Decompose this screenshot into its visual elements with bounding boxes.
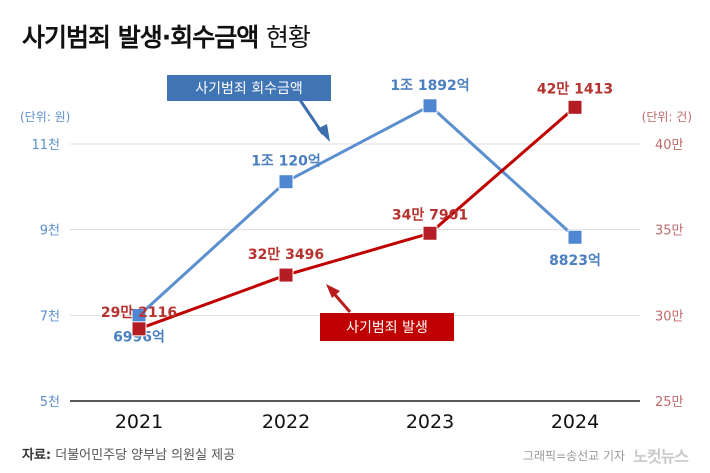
- grid-lines: [70, 143, 640, 316]
- left-axis-unit: (단위: 원): [20, 110, 70, 124]
- credit-area: 그래픽=송선교 기자 노컷뉴스: [522, 443, 689, 467]
- data-point-marker: [278, 267, 294, 283]
- left-tick-label: 7천: [40, 309, 60, 324]
- legend-callout-occurrence-arrow: [326, 284, 340, 298]
- source-note: 자료: 더불어민주당 양부남 의원실 제공: [22, 444, 235, 463]
- nocut-news-logo: 노컷뉴스: [633, 447, 689, 466]
- x-axis-ticks: 2021 2022 2023 2024: [115, 411, 599, 433]
- legend-callout-recovery-label: 사기범죄 회수금액: [195, 81, 303, 97]
- chart-title-main: 사기범죄 발생·회수금액: [22, 23, 259, 52]
- data-point-marker: [131, 321, 147, 337]
- legend-callout-occurrence: 사기범죄 발생: [320, 284, 454, 341]
- chart-title-sub: 현황: [265, 23, 311, 52]
- series-layer: 6996억 1조 120억 1조 1892억 8823억 29만 2116 32만 349…: [101, 78, 613, 346]
- source-text: 더불어민주당 양부남 의원실 제공: [55, 448, 236, 463]
- legend-callout-occurrence-label: 사기범죄 발생: [346, 320, 428, 336]
- right-tick-label: 40만: [655, 138, 684, 153]
- left-axis-ticks: 5천 7천 9천 11천: [31, 138, 60, 410]
- source-label: 자료:: [22, 448, 52, 463]
- series-line: [138, 106, 576, 331]
- x-tick-label: 2022: [262, 411, 310, 433]
- data-label: 1조 120억: [251, 154, 321, 170]
- series-recovery: 6996억 1조 120억 1조 1892억 8823억: [113, 78, 601, 346]
- data-point-marker: [422, 98, 438, 114]
- left-tick-label: 11천: [31, 138, 60, 153]
- data-label: 1조 1892억: [390, 78, 469, 94]
- x-tick-label: 2023: [406, 411, 454, 433]
- series-line: [137, 103, 577, 317]
- data-point-marker: [567, 229, 583, 245]
- legend-callout-occurrence-box: [320, 313, 454, 341]
- data-label: 8823억: [549, 253, 601, 269]
- data-point-marker: [567, 99, 583, 115]
- right-tick-label: 30만: [655, 309, 684, 324]
- graphic-credit: 그래픽=송선교 기자: [522, 448, 626, 463]
- legend-callout-recovery-arrow: [317, 124, 330, 142]
- data-label: 42만 1413: [537, 81, 613, 97]
- data-point-marker: [278, 174, 294, 190]
- chart-title: 사기범죄 발생·회수금액 현황: [22, 18, 311, 54]
- x-tick-label: 2021: [115, 411, 163, 433]
- data-label: 32만 3496: [248, 247, 324, 263]
- data-label: 34만 7901: [392, 207, 468, 223]
- right-axis-ticks: 25만 30만 35만 40만: [655, 138, 684, 410]
- right-axis-unit: (단위: 건): [642, 110, 692, 124]
- left-tick-label: 5천: [40, 395, 60, 410]
- x-tick-label: 2024: [551, 411, 599, 433]
- legend-callout-recovery: 사기범죄 회수금액: [167, 75, 331, 142]
- legend-callout-recovery-box: [167, 75, 331, 101]
- right-tick-label: 25만: [655, 395, 684, 410]
- series-occurrence: 29만 2116 32만 3496 34만 7901 42만 1413: [101, 81, 613, 337]
- right-tick-label: 35만: [655, 224, 684, 239]
- data-label: 6996억: [113, 330, 165, 346]
- data-label: 29만 2116: [101, 305, 177, 321]
- data-point-marker: [422, 225, 438, 241]
- left-tick-label: 9천: [40, 224, 60, 239]
